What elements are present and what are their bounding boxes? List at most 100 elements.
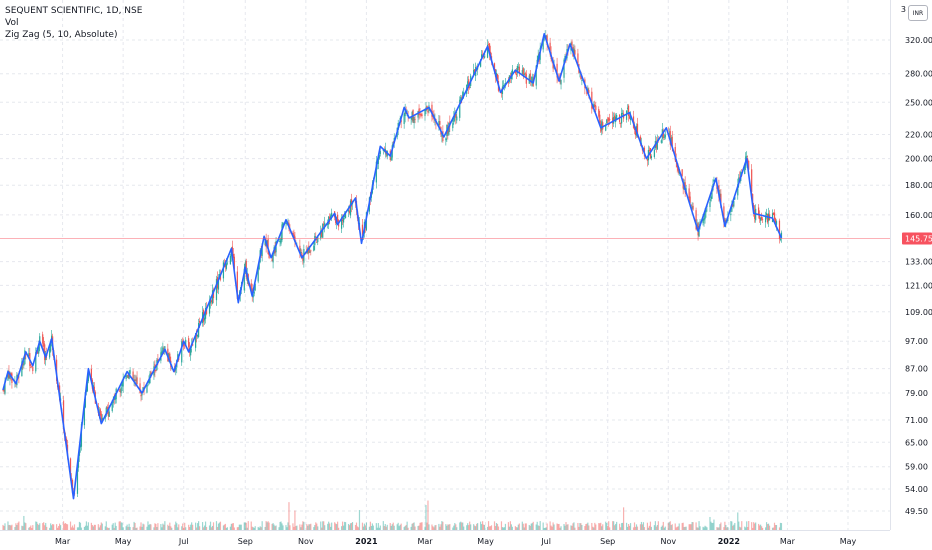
candle-body bbox=[86, 379, 89, 392]
volume-bar bbox=[537, 525, 539, 530]
price-axis[interactable]: 320.00 280.00 250.00 220.00 200.00 180.00 160.… bbox=[890, 0, 932, 550]
volume-bar bbox=[35, 521, 37, 530]
volume-bar bbox=[745, 527, 747, 530]
volume-bar bbox=[127, 526, 129, 530]
volume-bar bbox=[73, 524, 76, 530]
volume-bar bbox=[507, 522, 510, 530]
volume-bar bbox=[752, 527, 754, 530]
volume-bar bbox=[660, 526, 662, 530]
zigzag-indicator-label[interactable]: Zig Zag (5, 10, Absolute) bbox=[5, 30, 118, 40]
candle-body bbox=[302, 255, 304, 261]
candle-body bbox=[514, 70, 516, 74]
volume-bar bbox=[372, 525, 374, 530]
volume-bar bbox=[58, 523, 61, 530]
volume-bar bbox=[310, 523, 312, 530]
volume-bar bbox=[86, 525, 89, 530]
volume-bar bbox=[85, 521, 88, 530]
candle-body bbox=[257, 268, 259, 282]
candle-body bbox=[181, 341, 183, 363]
volume-bar bbox=[713, 519, 715, 530]
volume-bar bbox=[649, 521, 652, 530]
candle-body bbox=[535, 65, 537, 86]
volume-bar bbox=[253, 527, 255, 530]
candle-body bbox=[523, 73, 525, 76]
candle-body bbox=[593, 104, 595, 108]
volume-bar bbox=[106, 527, 108, 530]
volume-bar bbox=[272, 523, 274, 530]
volume-bar bbox=[143, 524, 145, 530]
volume-indicator-label[interactable]: Vol bbox=[5, 18, 19, 28]
volume-bar bbox=[322, 521, 324, 530]
volume-bar bbox=[614, 525, 616, 530]
volume-bar bbox=[522, 523, 524, 530]
volume-bar bbox=[671, 524, 673, 530]
price-tick-label: 97.00 bbox=[905, 337, 928, 346]
candle-body bbox=[413, 116, 415, 124]
volume-bar bbox=[438, 523, 440, 530]
candle-body bbox=[564, 56, 566, 60]
volume-bar bbox=[66, 524, 69, 530]
volume-bar bbox=[46, 526, 48, 530]
volume-bar bbox=[316, 523, 318, 530]
volume-bar bbox=[217, 523, 220, 530]
candle-body bbox=[424, 109, 426, 116]
candle-body bbox=[599, 114, 601, 124]
volume-bar bbox=[462, 522, 464, 530]
volume-bar bbox=[657, 521, 659, 530]
candle-body bbox=[101, 417, 103, 421]
candle-body bbox=[518, 66, 520, 74]
volume-bar bbox=[704, 525, 706, 530]
candle-body bbox=[420, 113, 422, 116]
volume-bar bbox=[668, 522, 670, 530]
volume-bar bbox=[563, 523, 565, 530]
currency-badge[interactable]: INR bbox=[908, 5, 928, 21]
candle-body bbox=[93, 386, 95, 392]
zigzag-line bbox=[2, 33, 783, 500]
volume-bar bbox=[195, 522, 197, 530]
volume-bar bbox=[771, 527, 774, 530]
candle-body bbox=[692, 205, 694, 210]
symbol-title[interactable]: SEQUENT SCIENTIFIC, 1D, NSE bbox=[5, 6, 143, 16]
candle-body bbox=[486, 44, 489, 58]
candle-body bbox=[705, 209, 707, 213]
volume-bar bbox=[404, 525, 406, 530]
volume-bar bbox=[446, 525, 448, 530]
volume-bar bbox=[77, 527, 80, 530]
volume-bar bbox=[420, 522, 422, 530]
volume-bar bbox=[607, 525, 609, 530]
last-price-value: 145.75 bbox=[905, 234, 932, 243]
candle-body bbox=[481, 54, 484, 56]
volume-bar bbox=[265, 521, 267, 530]
volume-bar bbox=[294, 510, 296, 530]
volume-bar bbox=[56, 524, 58, 530]
volume-bar bbox=[664, 526, 666, 530]
candle-body bbox=[713, 179, 715, 182]
volume-bar bbox=[653, 525, 655, 530]
candle-body bbox=[744, 167, 746, 174]
volume-bar bbox=[257, 526, 259, 530]
candle-body bbox=[778, 220, 781, 240]
candle-body bbox=[598, 109, 600, 117]
volume-bar bbox=[717, 527, 719, 530]
volume-bar bbox=[379, 525, 381, 530]
volume-bar bbox=[510, 524, 512, 530]
candle-body bbox=[487, 44, 490, 46]
volume-bar bbox=[167, 524, 169, 530]
volume-bar bbox=[676, 526, 678, 530]
candle-body bbox=[529, 73, 531, 80]
volume-bar bbox=[632, 527, 635, 530]
candle-body bbox=[272, 252, 274, 263]
volume-bar bbox=[308, 524, 310, 530]
volume-bar bbox=[549, 521, 551, 530]
candle-body bbox=[229, 255, 231, 265]
volume-bar bbox=[25, 523, 27, 530]
time-axis[interactable]: Mar May Jul Sep Nov 2021 Mar May Jul Sep Nov 2022 Ma… bbox=[0, 530, 932, 550]
candle-body bbox=[139, 383, 141, 393]
volume-bar bbox=[502, 527, 505, 530]
volume-bar bbox=[718, 527, 720, 530]
volume-bar bbox=[560, 526, 562, 530]
volume-bar bbox=[285, 525, 287, 530]
volume-bar bbox=[323, 521, 325, 530]
volume-bar bbox=[119, 521, 121, 530]
